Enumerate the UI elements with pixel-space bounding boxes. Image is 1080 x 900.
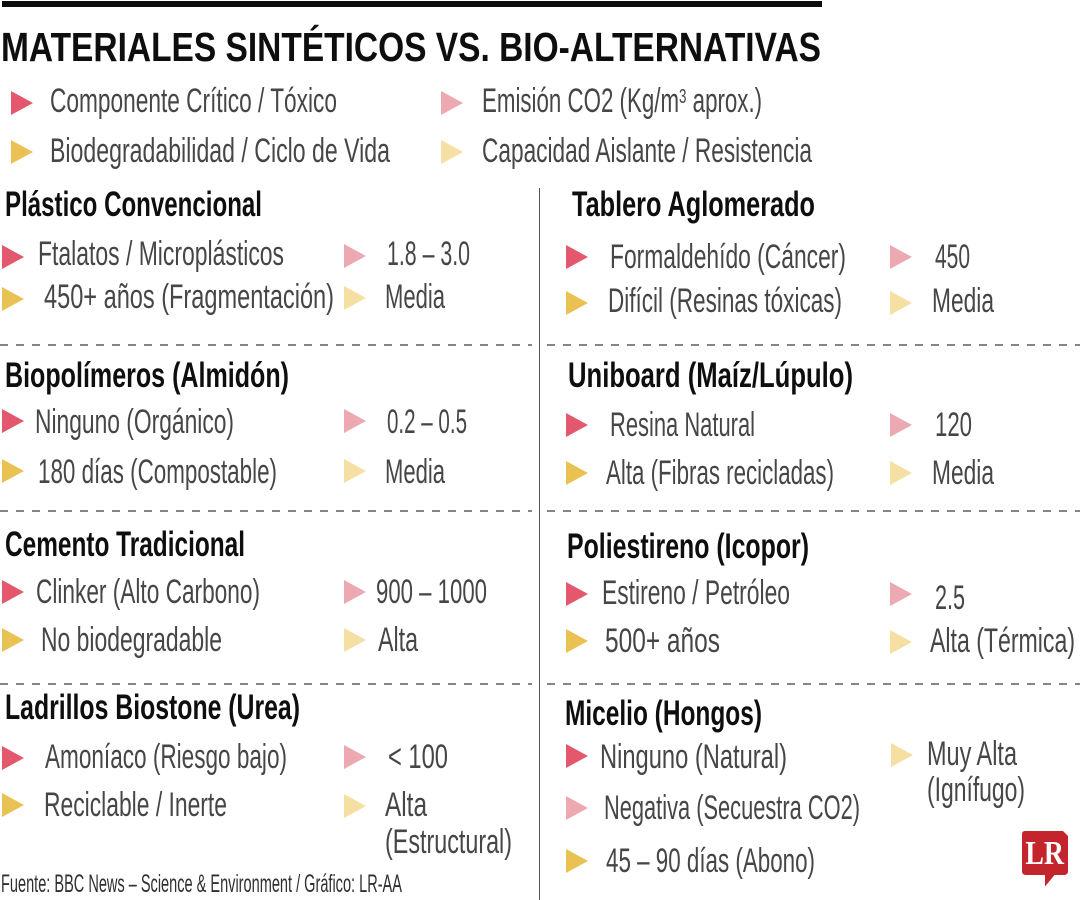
- svg-text:LR: LR: [1025, 835, 1064, 872]
